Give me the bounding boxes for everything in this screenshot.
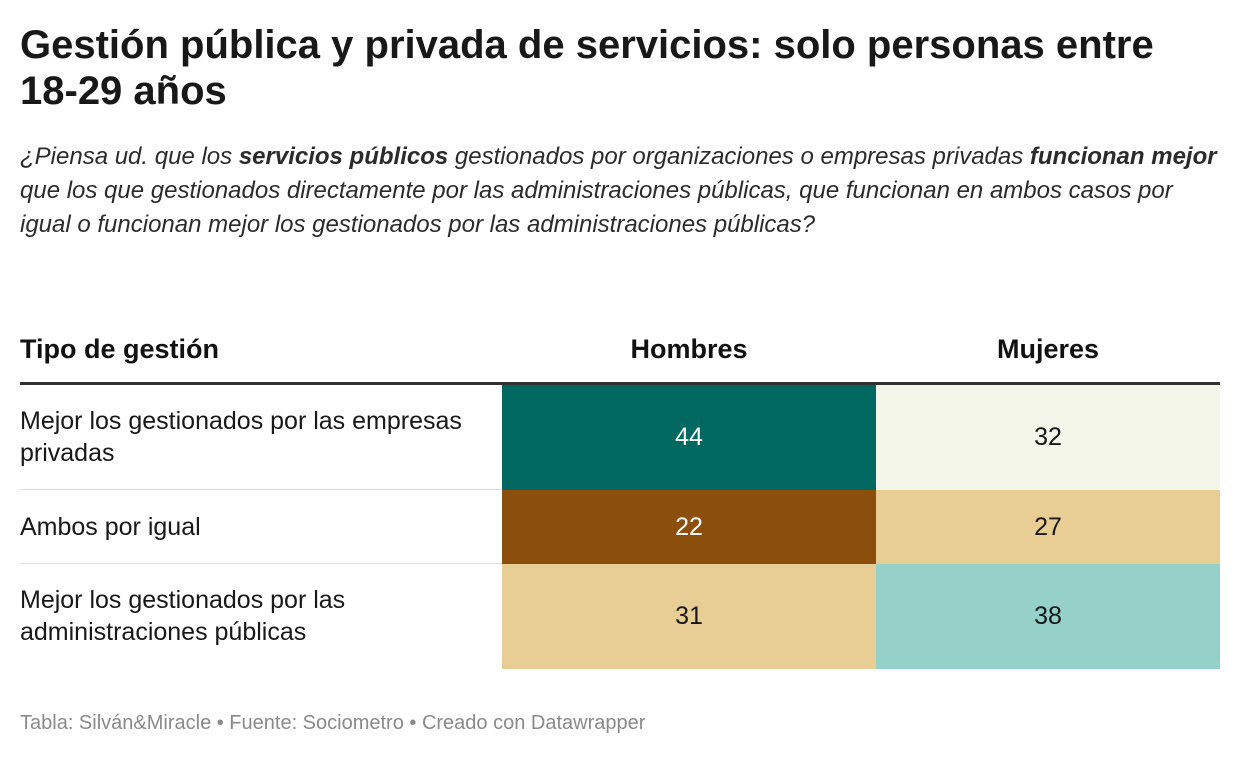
subtitle-text-1: ¿Piensa ud. que los (20, 143, 239, 170)
subtitle-text-3: que los que gestionados directamente por… (20, 177, 1173, 238)
table-row: Mejor los gestionados por las administra… (20, 563, 1220, 669)
heat-cell-mujeres: 27 (876, 489, 1220, 564)
heatmap-table: Tipo de gestión Hombres Mujeres Mejor lo… (20, 316, 1220, 669)
heat-cell-hombres: 22 (502, 489, 876, 564)
column-header-mujeres[interactable]: Mujeres (876, 316, 1220, 385)
subtitle-bold-1: servicios públicos (238, 143, 449, 170)
heat-cell-hombres: 44 (502, 383, 876, 490)
row-label: Ambos por igual (20, 489, 502, 564)
heat-cell-hombres: 31 (502, 563, 876, 669)
table-row: Mejor los gestionados por las empresas p… (20, 383, 1220, 490)
subtitle-text-2: gestionados por organizaciones o empresa… (448, 143, 1030, 170)
heat-cell-mujeres: 38 (876, 563, 1220, 669)
chart-footer: Tabla: Silván&Miracle • Fuente: Sociomet… (20, 712, 646, 734)
chart-title: Gestión pública y privada de servicios: … (20, 23, 1154, 113)
subtitle-bold-2: funcionan mejor (1029, 143, 1217, 170)
table-header-row: Tipo de gestión Hombres Mujeres (20, 316, 1220, 385)
column-header-hombres[interactable]: Hombres (502, 316, 876, 385)
column-header-tipo[interactable]: Tipo de gestión (20, 316, 502, 385)
heat-cell-mujeres: 32 (876, 383, 1220, 490)
row-label: Mejor los gestionados por las empresas p… (20, 383, 502, 490)
table-row: Ambos por igual 22 27 (20, 489, 1220, 564)
row-label: Mejor los gestionados por las administra… (20, 586, 346, 647)
chart-subtitle: ¿Piensa ud. que los servicios públicos g… (20, 140, 1220, 242)
